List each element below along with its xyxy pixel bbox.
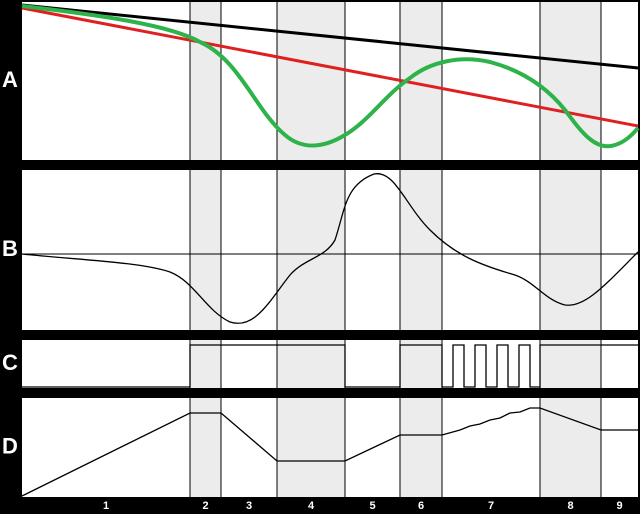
section-number: 8 <box>567 500 573 512</box>
shaded-section <box>540 170 601 330</box>
shaded-section <box>400 398 442 497</box>
section-number: 4 <box>308 500 315 512</box>
shaded-section <box>277 170 345 330</box>
panel-label: D <box>2 433 18 458</box>
ramp-d <box>21 407 638 497</box>
black-line <box>21 3 639 70</box>
panel-label: A <box>2 67 18 92</box>
panel-label: B <box>2 236 18 261</box>
shaded-section <box>540 398 601 497</box>
shaded-section <box>277 398 345 497</box>
shaded-section <box>277 2 345 160</box>
shaded-section <box>540 2 601 160</box>
square-wave <box>22 344 638 388</box>
shaded-section <box>540 340 601 388</box>
section-number: 9 <box>616 500 622 512</box>
section-number: 7 <box>488 500 494 512</box>
shaded-section <box>190 2 221 160</box>
red-line <box>21 6 639 128</box>
section-number: 5 <box>369 500 375 512</box>
section-number: 3 <box>246 500 252 512</box>
shaded-section <box>190 398 221 497</box>
green-curve <box>21 4 640 149</box>
shaded-section <box>400 340 442 388</box>
section-number: 1 <box>103 500 109 512</box>
labels: A B C D 1 2 3 4 5 6 7 8 9 <box>2 67 623 512</box>
shaded-section <box>190 340 221 388</box>
shaded-section <box>190 170 221 330</box>
panel-label: C <box>2 350 18 375</box>
wave-b <box>21 173 639 324</box>
panels <box>22 2 638 497</box>
shaded-section <box>277 340 345 388</box>
shaded-section <box>400 170 442 330</box>
section-number: 2 <box>202 500 208 512</box>
section-number: 6 <box>418 500 424 512</box>
